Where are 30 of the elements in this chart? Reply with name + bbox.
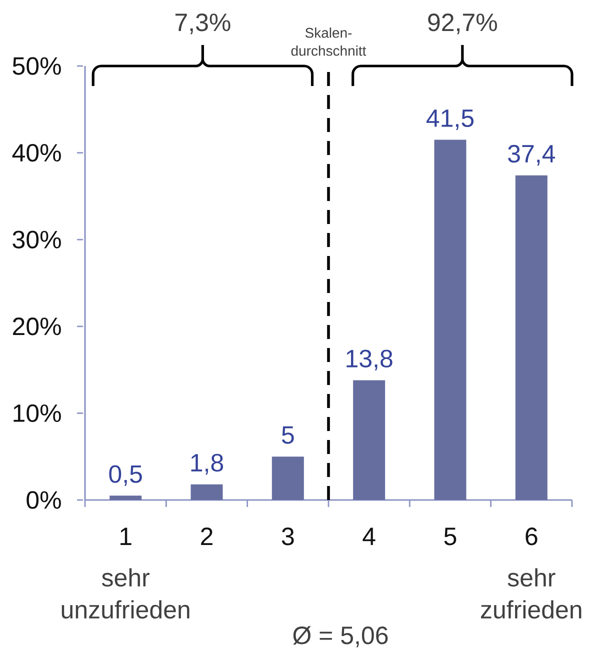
y-tick-label: 20%: [13, 318, 61, 336]
bar: [353, 380, 386, 500]
text: sehr zufrieden: [481, 568, 582, 619]
x-tick-label: 6: [526, 528, 538, 546]
x-tick-label: 5: [444, 528, 456, 546]
y-tick-label: 50%: [12, 57, 61, 75]
x-tick-label: 4: [362, 528, 376, 545]
data-label: 5: [282, 426, 294, 444]
text: Ø = 5,06: [293, 626, 388, 648]
y-tick-label: 30%: [12, 230, 61, 248]
data-label: 41,5: [426, 110, 474, 130]
bar: [272, 456, 304, 500]
bar: [515, 175, 548, 500]
bar: [434, 140, 466, 500]
data-label: 1,8: [191, 454, 224, 475]
y-tick-label: 40%: [12, 144, 61, 162]
x-tick-label: 2: [201, 528, 212, 545]
y-tick-label: 0%: [26, 491, 61, 509]
text: sehr unzufrieden: [62, 568, 190, 619]
text: 7,3%: [175, 14, 230, 34]
data-label: 37,4: [508, 144, 556, 166]
bar: [190, 484, 223, 500]
data-label: 0,5: [109, 465, 142, 486]
ref-line-label: Skalen-durchschnitt: [291, 28, 366, 56]
x-tick-label: 3: [282, 528, 294, 546]
text: 92,7%: [428, 14, 497, 34]
x-tick-label: 1: [120, 528, 132, 545]
data-label: 13,8: [346, 350, 392, 370]
y-tick-label: 10%: [14, 404, 61, 422]
bar: [110, 496, 142, 500]
